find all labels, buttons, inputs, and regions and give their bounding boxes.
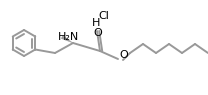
- Text: H: H: [92, 18, 100, 28]
- Polygon shape: [61, 35, 73, 43]
- Text: H₂N: H₂N: [58, 32, 79, 42]
- Text: O: O: [94, 28, 102, 38]
- Text: O: O: [119, 50, 128, 60]
- Text: Cl: Cl: [99, 11, 109, 21]
